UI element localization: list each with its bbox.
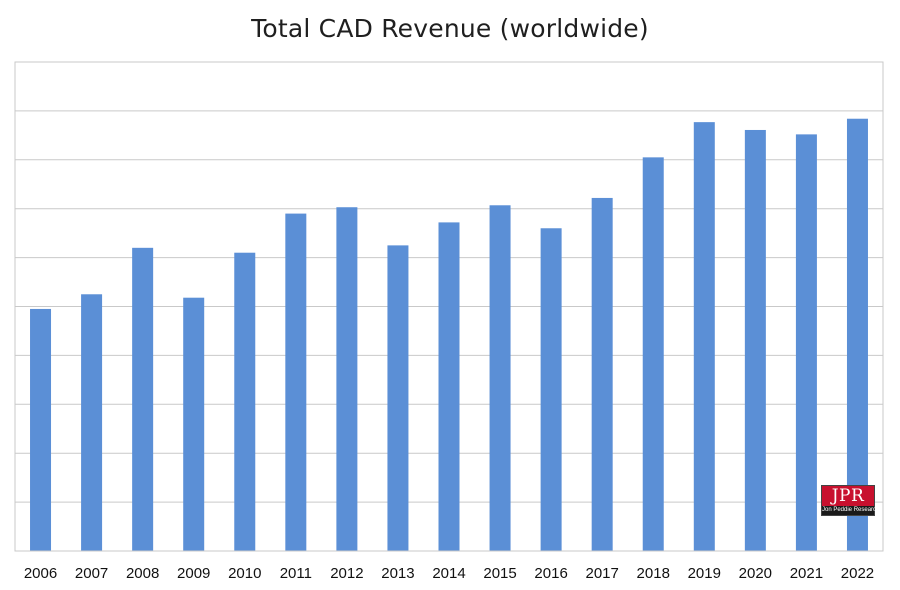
- x-tick-labels: 2006 2007 2008 2009 2010 2011 2012 2013 2014 2015…: [24, 565, 874, 582]
- x-tick-label: 2021: [790, 565, 823, 582]
- x-tick-label: 2020: [739, 565, 772, 582]
- bars: [30, 118, 868, 552]
- x-tick-label: 2016: [534, 565, 567, 582]
- x-tick-label: 2015: [483, 565, 516, 582]
- bar-2021: [795, 134, 817, 551]
- bar-2015: [489, 205, 511, 552]
- chart-title: Total CAD Revenue (worldwide): [251, 14, 649, 43]
- bar-2014: [438, 222, 460, 551]
- x-tick-label: 2006: [24, 565, 57, 582]
- bar-2012: [336, 207, 358, 551]
- bar-2022: [846, 118, 868, 551]
- bar-2016: [540, 228, 562, 551]
- bar-2017: [591, 197, 613, 551]
- x-tick-label: 2017: [585, 565, 618, 582]
- jpr-logo: JPR Jon Peddie Research: [821, 485, 880, 516]
- bar-2020: [744, 129, 766, 551]
- bar-2018: [642, 157, 664, 552]
- x-tick-label: 2013: [381, 565, 414, 582]
- logo-text: JPR: [831, 486, 865, 506]
- x-tick-label: 2012: [330, 565, 363, 582]
- x-tick-label: 2022: [841, 565, 874, 582]
- x-tick-label: 2010: [228, 565, 261, 582]
- bar-2007: [81, 294, 103, 551]
- logo-subtext: Jon Peddie Research: [822, 506, 880, 515]
- bar-2010: [234, 252, 256, 551]
- plot-frame: [14, 61, 884, 552]
- bar-2008: [132, 247, 154, 551]
- x-tick-label: 2009: [177, 565, 210, 582]
- bar-2011: [285, 213, 307, 551]
- bar-2019: [693, 122, 715, 551]
- x-tick-label: 2007: [75, 565, 108, 582]
- bar-2009: [183, 297, 205, 551]
- x-tick-label: 2014: [432, 565, 465, 582]
- x-tick-label: 2018: [637, 565, 670, 582]
- x-tick-label: 2011: [280, 565, 312, 582]
- x-tick-label: 2019: [688, 565, 721, 582]
- bar-2006: [30, 308, 52, 551]
- x-tick-label: 2008: [126, 565, 159, 582]
- bar-2013: [387, 245, 409, 551]
